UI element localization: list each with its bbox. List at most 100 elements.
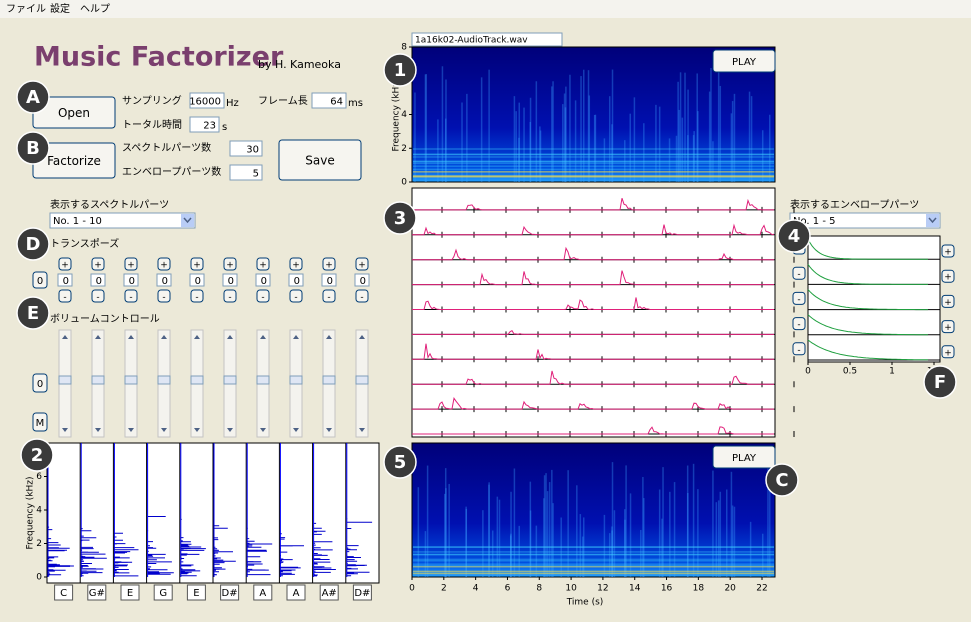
transpose-minus[interactable]: - <box>158 290 170 303</box>
mute-button[interactable]: M <box>33 413 47 431</box>
volume-slider[interactable] <box>224 330 236 437</box>
spectro-stripe <box>448 484 450 577</box>
transpose-plus[interactable]: + <box>59 258 71 271</box>
unit: Hz <box>226 98 239 109</box>
spectro-stripe <box>583 70 585 182</box>
transpose-value: 0 <box>360 276 366 287</box>
spectro-stripe <box>565 87 567 182</box>
spectro-stripe <box>492 530 494 577</box>
volume-reset[interactable]: 0 <box>33 374 47 392</box>
transpose-minus[interactable]: - <box>257 290 269 303</box>
note-button[interactable]: E <box>121 585 139 600</box>
badge-label: 1 <box>394 60 407 81</box>
total-label: トータル時間 <box>122 119 182 131</box>
x-tick-label: 14 <box>629 584 641 594</box>
note-button[interactable]: D# <box>353 585 371 600</box>
note-button[interactable]: A# <box>320 585 338 600</box>
y-tick-label: 2 <box>36 539 42 549</box>
volume-slider[interactable] <box>323 330 335 437</box>
badge-label: 4 <box>788 226 801 247</box>
menu-item: ファイル <box>6 4 46 15</box>
volume-slider[interactable] <box>125 330 137 437</box>
spectro-stripe <box>588 70 590 182</box>
spectro-band <box>413 571 774 573</box>
select-label: 表示するスペクトルパーツ <box>50 198 169 211</box>
transpose-value: 0 <box>129 276 135 287</box>
envelope-plus[interactable]: + <box>942 295 954 308</box>
spectro-stripe <box>674 482 676 577</box>
transpose-minus[interactable]: - <box>125 290 137 303</box>
envelope-minus[interactable]: - <box>793 267 805 280</box>
envelope-minus[interactable]: - <box>793 292 805 305</box>
select-label: 表示するエンベロープパーツ <box>790 198 919 211</box>
total-input: 23 <box>203 121 216 132</box>
envelope-minus[interactable]: - <box>793 318 805 331</box>
transpose-plus[interactable]: + <box>224 258 236 271</box>
transpose-value: 0 <box>228 276 234 287</box>
transpose-minus[interactable]: - <box>356 290 368 303</box>
unit: s <box>222 122 227 133</box>
spectro-band <box>413 559 774 561</box>
transpose-plus[interactable]: + <box>290 258 302 271</box>
spectro-band <box>413 169 774 171</box>
spectro-stripe <box>611 124 613 182</box>
y-tick-label: 4 <box>36 506 42 516</box>
badge-label: D <box>26 234 41 255</box>
note-button[interactable]: C <box>55 585 73 600</box>
dropdown-arrow <box>926 214 939 227</box>
transpose-minus-text: - <box>195 293 198 303</box>
dropdown[interactable]: No. 1 - 5 <box>790 213 940 228</box>
note-button[interactable]: D# <box>221 585 239 600</box>
envelope-plus[interactable]: + <box>942 321 954 334</box>
volume-slider[interactable] <box>191 330 203 437</box>
transpose-minus[interactable]: - <box>224 290 236 303</box>
transpose-plus[interactable]: + <box>125 258 137 271</box>
save-button[interactable]: Save <box>279 140 361 180</box>
transpose-plus[interactable]: + <box>356 258 368 271</box>
spectro-stripe <box>442 66 444 182</box>
transpose-minus[interactable]: - <box>290 290 302 303</box>
transpose-minus-text: - <box>261 293 264 303</box>
transpose-value: 0 <box>63 276 69 287</box>
transpose-plus[interactable]: + <box>191 258 203 271</box>
slider-thumb <box>224 376 236 384</box>
note-button[interactable]: A <box>254 585 272 600</box>
transpose-plus[interactable]: + <box>257 258 269 271</box>
transpose-minus-text: - <box>228 293 231 303</box>
menu-item: ヘルプ <box>80 3 110 15</box>
volume-slider[interactable] <box>356 330 368 437</box>
transpose-value: 0 <box>195 276 201 287</box>
volume-slider[interactable] <box>257 330 269 437</box>
volume-slider[interactable] <box>59 330 71 437</box>
transpose-minus[interactable]: - <box>191 290 203 303</box>
play-button[interactable]: PLAY <box>713 50 775 72</box>
transpose-minus[interactable]: - <box>92 290 104 303</box>
spectro-stripe <box>544 475 546 577</box>
note-button[interactable]: G# <box>88 585 106 600</box>
envelope-minus[interactable]: - <box>793 343 805 356</box>
x-tick-label: 1 <box>889 367 895 377</box>
transpose-minus[interactable]: - <box>323 290 335 303</box>
envelope-plus[interactable]: + <box>942 245 954 258</box>
transpose-plus-text: + <box>160 261 168 271</box>
badge-label: 2 <box>31 445 44 466</box>
volume-slider[interactable] <box>158 330 170 437</box>
transpose-plus[interactable]: + <box>323 258 335 271</box>
note-button[interactable]: G <box>154 585 172 600</box>
envelope-plus[interactable]: + <box>942 270 954 283</box>
transpose-plus[interactable]: + <box>92 258 104 271</box>
note-button[interactable]: A <box>287 585 305 600</box>
volume-slider[interactable] <box>92 330 104 437</box>
note-label: G# <box>89 588 105 599</box>
transpose-plus[interactable]: + <box>158 258 170 271</box>
transpose-reset[interactable]: 0 <box>33 272 47 288</box>
transpose-minus[interactable]: - <box>59 290 71 303</box>
envelope-plus[interactable]: + <box>942 346 954 359</box>
dropdown[interactable]: No. 1 - 10 <box>50 213 195 228</box>
volume-slider[interactable] <box>290 330 302 437</box>
note-button[interactable]: E <box>187 585 205 600</box>
play-button[interactable]: PLAY <box>713 446 775 468</box>
spectro-stripe <box>676 136 678 182</box>
dropdown-arrow <box>181 214 194 227</box>
sampling-input: 16000 <box>189 97 221 108</box>
